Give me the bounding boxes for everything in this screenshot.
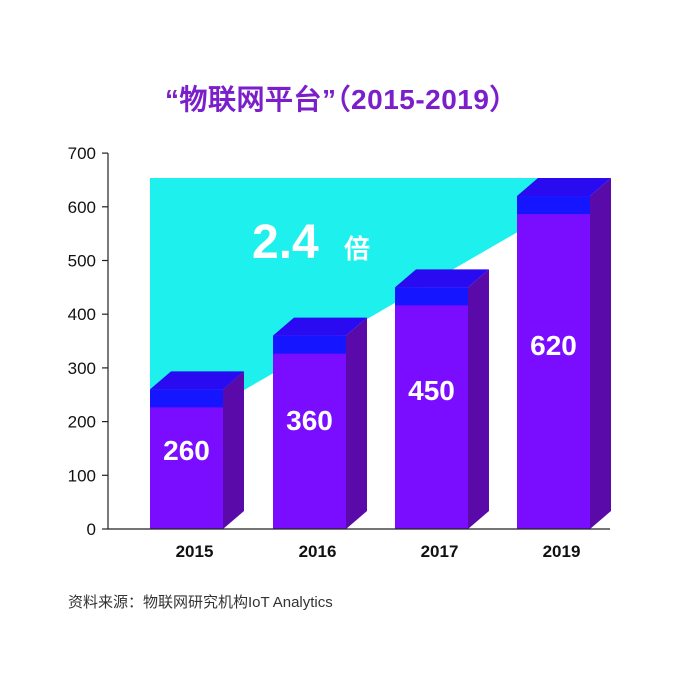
bar-top-band	[517, 196, 590, 215]
chart-title: “物联网平台”（2015-2019）	[165, 84, 518, 115]
y-tick-label: 500	[68, 252, 96, 271]
source-note: 资料来源：物联网研究机构IoT Analytics	[68, 594, 333, 611]
x-tick-label: 2017	[421, 542, 459, 561]
bar	[150, 389, 223, 529]
bar-top-band	[150, 389, 223, 408]
bar	[517, 196, 590, 529]
y-tick-label: 300	[68, 359, 96, 378]
x-tick-label: 2015	[176, 542, 214, 561]
y-tick-label: 700	[68, 144, 96, 163]
bar-side	[223, 371, 244, 529]
y-tick-label: 400	[68, 305, 96, 324]
growth-annotation-suffix: 倍	[344, 234, 370, 265]
x-tick-label: 2019	[543, 542, 581, 561]
bar-top	[395, 269, 489, 288]
bar-top-band	[273, 335, 346, 354]
bar-top	[517, 178, 611, 197]
data-label: 620	[530, 330, 577, 361]
bar	[273, 335, 346, 529]
data-label: 260	[163, 435, 210, 466]
bar	[395, 287, 468, 529]
bars-layer	[150, 178, 611, 529]
growth-area	[150, 178, 611, 445]
axes-layer: 0 100 200 300 400 500 600 700	[68, 144, 610, 539]
bar-top	[150, 371, 244, 390]
x-tick-label: 2016	[299, 542, 337, 561]
labels-layer: 2015 2016 2017 2019 260 360 450 620 2.4 倍	[163, 216, 580, 561]
bar-top	[273, 317, 367, 336]
bar-side	[346, 317, 367, 529]
data-label: 360	[286, 405, 333, 436]
data-label: 450	[408, 375, 455, 406]
bar-top-band	[395, 287, 468, 306]
y-tick-label: 0	[87, 520, 96, 539]
bar-side	[590, 178, 611, 529]
y-tick-label: 600	[68, 198, 96, 217]
y-tick-label: 200	[68, 413, 96, 432]
growth-area-layer	[150, 178, 611, 445]
y-tick-label: 100	[68, 466, 96, 485]
bar-side	[468, 269, 489, 529]
growth-annotation: 2.4	[252, 216, 319, 269]
